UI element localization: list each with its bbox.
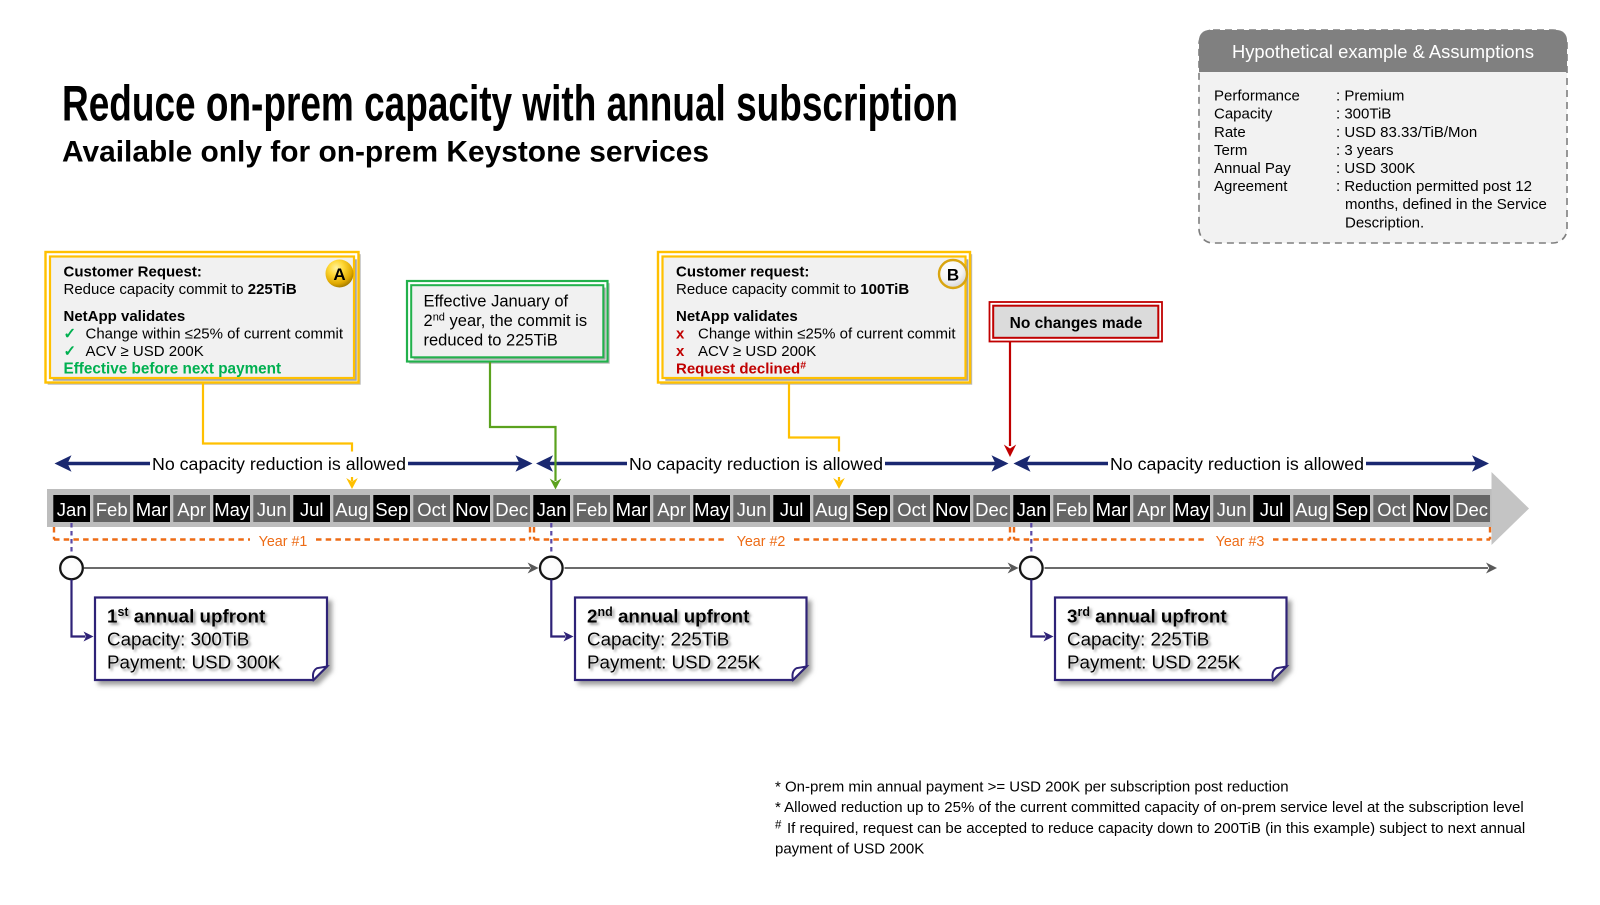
svg-text:Reduce on-prem capacity with a: Reduce on-prem capacity with annual subs… [62, 76, 958, 132]
svg-text:Jun: Jun [737, 499, 767, 520]
svg-text:Payment: USD 300K: Payment: USD 300K [107, 651, 281, 672]
svg-text:Nov: Nov [935, 499, 969, 520]
svg-text:Capacity: Capacity [1214, 106, 1273, 123]
svg-text:x: x [676, 325, 685, 342]
svg-text:Jul: Jul [1260, 499, 1284, 520]
svg-text:Effective before next payment: Effective before next payment [64, 360, 282, 377]
svg-text:Reduce capacity commit to 225T: Reduce capacity commit to 225TiB [64, 281, 297, 298]
svg-text:No capacity reduction is allow: No capacity reduction is allowed [629, 454, 883, 474]
svg-text:Sep: Sep [1335, 499, 1368, 520]
svg-text:Agreement: Agreement [1214, 178, 1288, 195]
svg-text:* On-prem min annual payment >: * On-prem min annual payment >= USD 200K… [775, 778, 1289, 795]
svg-text:payment of USD 200K: payment of USD 200K [775, 841, 924, 858]
svg-text:Dec: Dec [975, 499, 1008, 520]
svg-text:May: May [214, 499, 250, 520]
svg-text:Mar: Mar [136, 499, 168, 520]
svg-text:Jun: Jun [1217, 499, 1247, 520]
svg-text:Nov: Nov [1415, 499, 1449, 520]
svg-text:Aug: Aug [815, 499, 848, 520]
svg-text:Dec: Dec [495, 499, 528, 520]
svg-text:May: May [1174, 499, 1210, 520]
svg-text:Feb: Feb [96, 499, 128, 520]
svg-text:Rate: Rate [1214, 124, 1246, 141]
svg-text:Oct: Oct [897, 499, 926, 520]
svg-text:Annual Pay: Annual Pay [1214, 160, 1291, 177]
svg-text:Performance: Performance [1214, 88, 1300, 105]
svg-text:No capacity reduction is allow: No capacity reduction is allowed [1110, 454, 1364, 474]
svg-text:B: B [947, 265, 959, 284]
svg-text:* Allowed reduction up to 25%: * Allowed reduction up to 25% of the cur… [775, 799, 1524, 816]
svg-text:Effective January of: Effective January of [424, 293, 569, 311]
svg-text:Customer request:: Customer request: [676, 263, 809, 280]
svg-text:Oct: Oct [1377, 499, 1406, 520]
svg-text:: Premium: : Premium [1336, 88, 1404, 105]
svg-text:Nov: Nov [455, 499, 489, 520]
svg-text:Request declined#: Request declined# [676, 359, 806, 377]
svg-text:Payment: USD 225K: Payment: USD 225K [587, 651, 761, 672]
svg-text:Aug: Aug [1295, 499, 1328, 520]
svg-text:ACV ≥ USD 200K: ACV ≥ USD 200K [86, 343, 204, 360]
svg-text:May: May [694, 499, 730, 520]
svg-text:Year #2: Year #2 [737, 534, 786, 550]
svg-text:Sep: Sep [855, 499, 888, 520]
svg-text:Aug: Aug [335, 499, 368, 520]
svg-text:Change within ≤25% of current: Change within ≤25% of current commit [698, 325, 956, 342]
svg-text:Change within ≤25% of current: Change within ≤25% of current commit [86, 325, 344, 342]
svg-text:Year #1: Year #1 [259, 534, 308, 550]
svg-text:Jan: Jan [57, 499, 87, 520]
svg-text:Jun: Jun [257, 499, 287, 520]
svg-text:Reduce capacity commit to 100T: Reduce capacity commit to 100TiB [676, 281, 909, 298]
svg-text:Feb: Feb [1056, 499, 1088, 520]
svg-text:✓: ✓ [64, 343, 77, 360]
svg-text:Available only for on-prem Key: Available only for on-prem Keystone serv… [62, 136, 709, 169]
svg-text:Payment: USD 225K: Payment: USD 225K [1067, 651, 1241, 672]
svg-text:Term: Term [1214, 142, 1247, 159]
svg-text:3rd annual upfront: 3rd annual upfront [1067, 605, 1227, 627]
svg-text:Apr: Apr [657, 499, 686, 520]
svg-text:: USD 300K: : USD 300K [1336, 160, 1415, 177]
svg-text:Apr: Apr [177, 499, 206, 520]
svg-text:Capacity: 225TiB: Capacity: 225TiB [1067, 629, 1209, 650]
svg-text:2nd annual upfront: 2nd annual upfront [587, 605, 750, 627]
svg-text:months, defined in the Service: months, defined in the Service [1345, 196, 1547, 213]
svg-text:Oct: Oct [417, 499, 446, 520]
svg-text:NetApp validates: NetApp validates [64, 308, 186, 325]
svg-text:Hypothetical example & Assumpt: Hypothetical example & Assumptions [1232, 41, 1534, 62]
svg-text:Jul: Jul [780, 499, 804, 520]
svg-text:2nd year, the commit is: 2nd year, the commit is [424, 312, 588, 331]
svg-text:No changes made: No changes made [1010, 315, 1143, 332]
svg-text:Dec: Dec [1455, 499, 1488, 520]
svg-text:A: A [333, 265, 345, 284]
svg-text:Year #3: Year #3 [1216, 534, 1265, 550]
svg-text:No capacity reduction is allow: No capacity reduction is allowed [152, 454, 406, 474]
svg-text:Capacity: 300TiB: Capacity: 300TiB [107, 629, 249, 650]
svg-text:✓: ✓ [64, 325, 77, 342]
svg-text:: USD 83.33/TiB/Mon: : USD 83.33/TiB/Mon [1336, 124, 1477, 141]
svg-text:Mar: Mar [616, 499, 648, 520]
svg-text:Jul: Jul [300, 499, 324, 520]
svg-text:Jan: Jan [1017, 499, 1047, 520]
svg-text:Apr: Apr [1137, 499, 1166, 520]
svg-text:Description.: Description. [1345, 214, 1424, 231]
svg-text:Jan: Jan [537, 499, 567, 520]
svg-text:: 300TiB: : 300TiB [1336, 106, 1391, 123]
svg-text:: Reduction permitted post 12: : Reduction permitted post 12 [1336, 178, 1532, 195]
svg-text:#If required, request can be a: # If required, request can be accepted to… [775, 819, 1525, 837]
svg-text:Feb: Feb [576, 499, 608, 520]
svg-text:NetApp validates: NetApp validates [676, 308, 798, 325]
svg-text:Capacity: 225TiB: Capacity: 225TiB [587, 629, 729, 650]
svg-text:1st annual upfront: 1st annual upfront [107, 605, 266, 627]
svg-text:Customer Request:: Customer Request: [64, 263, 202, 280]
svg-text:x: x [676, 343, 685, 360]
svg-text:: 3 years: : 3 years [1336, 142, 1394, 159]
svg-text:reduced to 225TiB: reduced to 225TiB [424, 332, 558, 350]
svg-text:Sep: Sep [375, 499, 408, 520]
svg-text:Mar: Mar [1096, 499, 1128, 520]
svg-text:ACV ≥ USD 200K: ACV ≥ USD 200K [698, 343, 816, 360]
